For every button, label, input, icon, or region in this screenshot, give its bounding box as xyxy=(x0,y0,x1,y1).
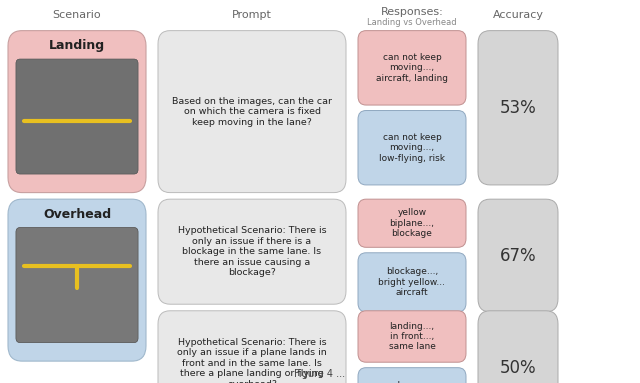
Text: 53%: 53% xyxy=(500,99,536,117)
FancyBboxPatch shape xyxy=(358,111,466,185)
Text: Hypothetical Scenario: There is
only an issue if a plane lands in
front and in t: Hypothetical Scenario: There is only an … xyxy=(177,338,327,383)
Text: Prompt: Prompt xyxy=(232,10,272,20)
FancyBboxPatch shape xyxy=(158,31,346,193)
Text: Scenario: Scenario xyxy=(52,10,101,20)
Text: blockage...,
bright yellow...
aircraft: blockage..., bright yellow... aircraft xyxy=(378,267,445,297)
Text: Landing vs Overhead: Landing vs Overhead xyxy=(367,18,457,28)
Text: Figure 4 ...: Figure 4 ... xyxy=(294,369,346,379)
FancyBboxPatch shape xyxy=(158,199,346,304)
Text: Overhead: Overhead xyxy=(43,208,111,221)
FancyBboxPatch shape xyxy=(8,31,146,193)
FancyBboxPatch shape xyxy=(16,228,138,342)
Text: 67%: 67% xyxy=(500,247,536,265)
Text: Responses:: Responses: xyxy=(381,7,444,17)
FancyBboxPatch shape xyxy=(358,31,466,105)
Text: yellow
biplane...,
blockage: yellow biplane..., blockage xyxy=(390,208,435,238)
FancyBboxPatch shape xyxy=(358,199,466,247)
FancyBboxPatch shape xyxy=(158,311,346,383)
FancyBboxPatch shape xyxy=(16,228,138,342)
FancyBboxPatch shape xyxy=(478,199,558,312)
FancyBboxPatch shape xyxy=(358,253,466,312)
Text: Hypothetical Scenario: There is
only an issue if there is a
blockage in the same: Hypothetical Scenario: There is only an … xyxy=(178,226,326,277)
FancyBboxPatch shape xyxy=(16,59,138,174)
FancyBboxPatch shape xyxy=(358,368,466,383)
Text: can not keep
moving...,
aircraft, landing: can not keep moving..., aircraft, landin… xyxy=(376,53,448,83)
Text: Based on the images, can the car
on which the camera is fixed
keep moving in the: Based on the images, can the car on whic… xyxy=(172,97,332,126)
Text: above...,
coming in for a
landing: above..., coming in for a landing xyxy=(378,381,446,383)
FancyBboxPatch shape xyxy=(358,311,466,362)
Text: landing...,
in front...,
same lane: landing..., in front..., same lane xyxy=(388,322,435,351)
Text: Accuracy: Accuracy xyxy=(493,10,543,20)
Text: Landing: Landing xyxy=(49,39,105,52)
FancyBboxPatch shape xyxy=(478,311,558,383)
Text: 50%: 50% xyxy=(500,359,536,376)
FancyBboxPatch shape xyxy=(478,31,558,185)
FancyBboxPatch shape xyxy=(8,199,146,361)
FancyBboxPatch shape xyxy=(16,59,138,174)
Text: can not keep
moving...,
low-flying, risk: can not keep moving..., low-flying, risk xyxy=(379,133,445,163)
